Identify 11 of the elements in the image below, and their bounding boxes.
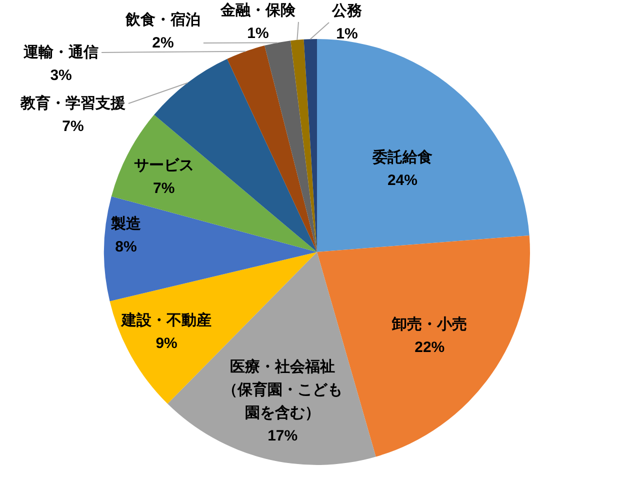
data-label: 製造 8% <box>111 216 141 256</box>
data-label: 飲食・宿泊 2% <box>125 11 200 52</box>
data-label: 金融・保険 1% <box>220 2 296 42</box>
data-label: 建設・不動産 9% <box>122 312 212 352</box>
data-label: 教育・学習支援 7% <box>20 94 126 135</box>
data-label: 委託給食 24% <box>372 148 432 189</box>
data-label: 運輸・通信 3% <box>24 44 99 84</box>
data-label: 公務 1% <box>332 2 362 42</box>
data-label: 医療・社会福祉（保育園・こども園を含む） 17% <box>222 358 343 444</box>
data-label: 卸売・小売 22% <box>392 316 468 356</box>
data-label: サービス 7% <box>134 157 194 198</box>
